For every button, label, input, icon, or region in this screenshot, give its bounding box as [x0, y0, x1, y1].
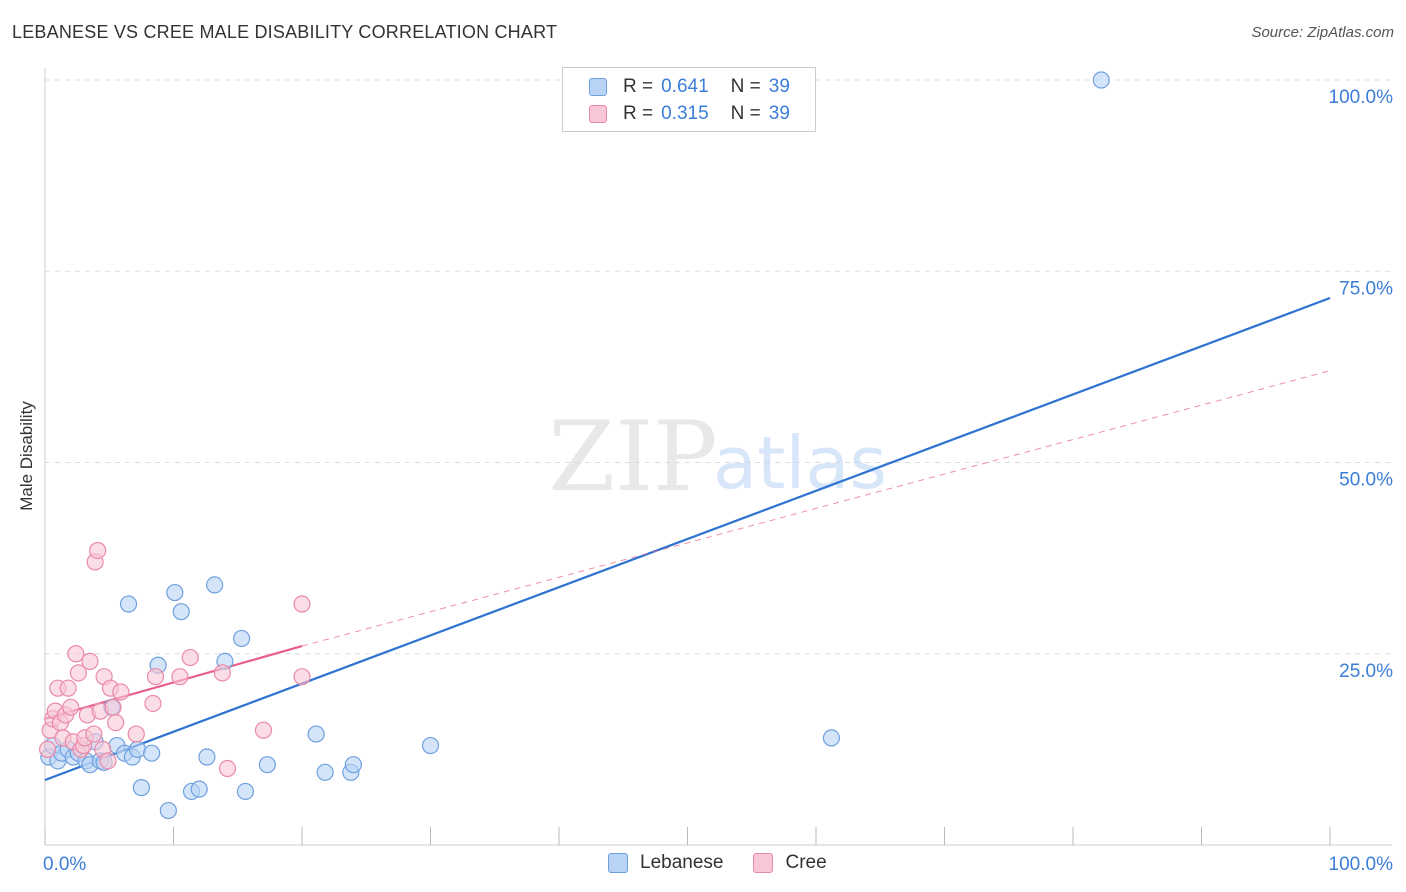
lebanese-r-value: 0.641 — [661, 76, 709, 97]
watermark-atlas: atlas — [713, 421, 887, 505]
cree-point — [146, 668, 165, 686]
lebanese-point — [421, 736, 440, 755]
lebanese-point — [128, 740, 147, 758]
lebanese-point — [258, 756, 276, 774]
cree-r-value: 0.315 — [661, 103, 709, 124]
cree-point — [144, 694, 162, 713]
lebanese-point — [236, 782, 255, 801]
cree-point — [293, 595, 311, 613]
y-tick-label: 100.0% — [1329, 87, 1394, 108]
cree-point — [67, 645, 85, 663]
series-legend: Lebanese Cree — [608, 852, 857, 874]
cree-point — [85, 725, 103, 743]
cree-swatch — [753, 853, 774, 873]
r-label: R = — [623, 76, 654, 97]
n-label: N = — [730, 103, 761, 124]
legend-row-cree: R = 0.315 N = 39 — [589, 102, 790, 126]
watermark-zip: ZIP — [548, 401, 717, 513]
legend-label-cree: Cree — [785, 852, 827, 873]
cree-trend-extension — [301, 370, 1331, 647]
lebanese-swatch — [589, 78, 607, 96]
lebanese-swatch — [608, 853, 628, 873]
data-points — [38, 71, 1110, 820]
lebanese-point — [206, 576, 224, 594]
cree-point — [254, 721, 273, 739]
source-credit: Source: ZipAtlas.com — [1251, 24, 1394, 41]
cree-point — [293, 668, 311, 686]
x-tick-label: 100.0% — [1329, 854, 1394, 875]
lebanese-point — [172, 603, 190, 621]
cree-point — [59, 679, 77, 697]
cree-point — [89, 541, 107, 560]
cree-point — [62, 698, 80, 716]
lebanese-point — [344, 756, 362, 774]
lebanese-point — [190, 780, 208, 798]
r-label: R = — [623, 103, 654, 124]
gridlines — [45, 79, 1392, 655]
cree-n-value: 39 — [768, 103, 790, 124]
lebanese-trend-line — [44, 296, 1331, 782]
legend-item-lebanese[interactable]: Lebanese — [608, 852, 723, 874]
cree-swatch — [589, 105, 607, 123]
lebanese-point — [132, 779, 150, 797]
cree-point — [213, 664, 231, 682]
cree-point — [104, 698, 122, 716]
legend-item-cree[interactable]: Cree — [753, 852, 827, 874]
legend-label-lebanese: Lebanese — [640, 852, 724, 873]
cree-point — [99, 752, 117, 770]
y-tick-label: 75.0% — [1339, 278, 1393, 299]
lebanese-point — [316, 763, 334, 781]
lebanese-point — [159, 801, 177, 820]
y-tick-label: 50.0% — [1339, 470, 1393, 491]
lebanese-point — [822, 729, 841, 747]
cree-point — [107, 713, 125, 732]
trend-lines — [44, 296, 1331, 782]
lebanese-point — [143, 744, 161, 762]
cree-point — [81, 652, 99, 671]
cree-point — [171, 668, 189, 686]
y-tick-label: 25.0% — [1339, 661, 1393, 682]
chart-title: LEBANESE VS CREE MALE DISABILITY CORRELA… — [12, 22, 558, 42]
n-label: N = — [730, 76, 761, 97]
correlation-legend: R = 0.641 N = 39 R = 0.315 N = 39 — [562, 67, 816, 132]
cree-point — [112, 683, 130, 701]
cree-point — [69, 664, 88, 682]
lebanese-point — [1092, 71, 1110, 89]
lebanese-point — [166, 583, 184, 602]
cree-point — [127, 725, 145, 743]
lebanese-n-value: 39 — [768, 76, 790, 97]
lebanese-point — [307, 725, 325, 743]
legend-row-lebanese: R = 0.641 N = 39 — [589, 75, 790, 99]
watermark: ZIP atlas — [548, 401, 887, 513]
x-tick-label: 0.0% — [43, 854, 86, 875]
tick-labels: 25.0% 50.0% 75.0% 100.0% 0.0% 100.0% — [43, 87, 1393, 875]
lebanese-point — [198, 748, 216, 766]
cree-point — [181, 648, 199, 667]
lebanese-point — [233, 629, 251, 648]
cree-point — [38, 740, 57, 758]
cree-point — [218, 759, 237, 778]
lebanese-point — [119, 595, 138, 613]
